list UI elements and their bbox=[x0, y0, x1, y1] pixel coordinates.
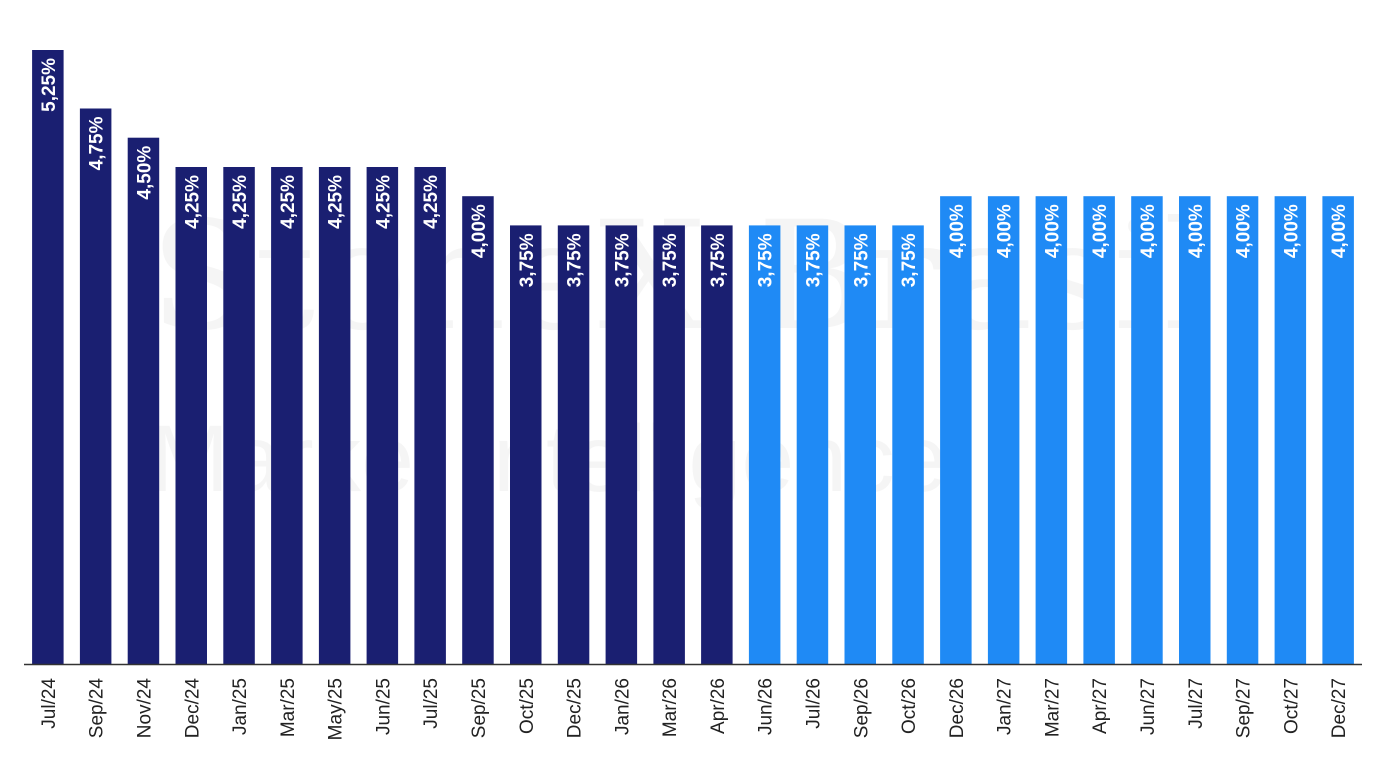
bar-oct-25 bbox=[510, 225, 542, 664]
bar-apr-27 bbox=[1083, 196, 1115, 664]
x-tick-label: Jul/27 bbox=[1186, 678, 1207, 729]
x-tick-label: Sep/27 bbox=[1234, 678, 1255, 738]
bar-may-25 bbox=[318, 167, 351, 664]
data-label: 4,00% bbox=[995, 204, 1016, 258]
x-tick-label: Jul/25 bbox=[421, 678, 442, 729]
bar-dec-27 bbox=[1322, 196, 1354, 664]
data-label: 3,75% bbox=[708, 233, 729, 287]
bar-jul-27 bbox=[1179, 196, 1211, 664]
bar-mar-26 bbox=[653, 225, 685, 664]
x-tick-label: Dec/24 bbox=[182, 678, 203, 739]
x-tick-label: Nov/24 bbox=[135, 678, 156, 739]
data-label: 4,75% bbox=[87, 116, 108, 170]
bar-mar-27 bbox=[1035, 196, 1068, 664]
x-tick-label: Jan/26 bbox=[612, 678, 633, 735]
bar-oct-26 bbox=[892, 225, 924, 664]
data-label: 4,00% bbox=[1186, 204, 1207, 258]
bar-sep-25 bbox=[462, 196, 494, 664]
data-label: 4,00% bbox=[1090, 204, 1111, 258]
bar-jun-27 bbox=[1131, 196, 1163, 664]
x-tick-label: Oct/26 bbox=[899, 678, 920, 734]
x-tick-label: Jan/27 bbox=[995, 678, 1016, 735]
data-label: 4,25% bbox=[326, 175, 347, 229]
bar-dec-25 bbox=[557, 225, 590, 664]
data-label: 3,75% bbox=[660, 233, 681, 287]
bar-mar-25 bbox=[271, 167, 303, 664]
bar-jul-24 bbox=[32, 50, 64, 664]
bar-jul-26 bbox=[796, 225, 829, 664]
bars-layer bbox=[32, 50, 1354, 664]
data-label: 4,00% bbox=[1138, 204, 1159, 258]
bar-oct-27 bbox=[1274, 196, 1307, 664]
bar-dec-26 bbox=[940, 196, 972, 664]
x-tick-label: Mar/25 bbox=[278, 678, 299, 737]
bar-nov-24 bbox=[127, 137, 160, 664]
data-label: 4,00% bbox=[1281, 204, 1302, 258]
x-tick-label: Sep/25 bbox=[469, 678, 490, 738]
x-tick-labels-layer: Jul/24 Sep/24 Nov/24 Dec/24 Jan/25 Mar/25 May/… bbox=[39, 678, 1350, 741]
data-label: 3,75% bbox=[517, 233, 538, 287]
data-label: 3,75% bbox=[851, 233, 872, 287]
x-tick-label: Mar/26 bbox=[660, 678, 681, 737]
bar-jul-25 bbox=[414, 167, 446, 664]
x-tick-label: Oct/27 bbox=[1281, 678, 1302, 734]
x-tick-label: Oct/25 bbox=[517, 678, 538, 734]
data-labels-layer: 5,25% 4,75% 4,50% 4,25% 4,25% 4,25% 4,25% 4,25%… bbox=[39, 58, 1350, 287]
x-tick-label: May/25 bbox=[326, 678, 347, 740]
x-tick-label: Jan/25 bbox=[230, 678, 251, 735]
bar-jan-25 bbox=[223, 167, 255, 664]
bar-sep-27 bbox=[1226, 196, 1259, 664]
x-tick-label: Sep/26 bbox=[851, 678, 872, 738]
x-tick-label: Jun/26 bbox=[756, 678, 777, 735]
bar-jun-26 bbox=[748, 225, 781, 664]
data-label: 4,00% bbox=[1329, 204, 1350, 258]
data-label: 3,75% bbox=[565, 233, 586, 287]
x-tick-label: Dec/25 bbox=[565, 678, 586, 738]
x-tick-label: Jun/25 bbox=[373, 678, 394, 735]
x-tick-label: Jul/24 bbox=[39, 678, 60, 729]
data-label: 4,00% bbox=[469, 204, 490, 258]
data-label: 4,50% bbox=[135, 146, 156, 200]
data-label: 4,00% bbox=[1042, 204, 1063, 258]
data-label: 3,75% bbox=[756, 233, 777, 287]
bar-sep-26 bbox=[844, 225, 876, 664]
x-tick-label: Dec/26 bbox=[947, 678, 968, 738]
bar-sep-24 bbox=[79, 108, 112, 664]
data-label: 4,00% bbox=[947, 204, 968, 258]
data-label: 5,25% bbox=[39, 58, 60, 112]
bar-jun-25 bbox=[366, 167, 399, 664]
bar-dec-24 bbox=[175, 167, 207, 664]
x-tick-label: Apr/27 bbox=[1090, 678, 1111, 734]
data-label: 4,25% bbox=[373, 175, 394, 229]
data-label: 4,25% bbox=[278, 175, 299, 229]
data-label: 3,75% bbox=[612, 233, 633, 287]
data-label: 4,25% bbox=[182, 175, 203, 229]
data-label: 3,75% bbox=[899, 233, 920, 287]
x-tick-label: Jun/27 bbox=[1138, 678, 1159, 735]
data-label: 4,25% bbox=[421, 175, 442, 229]
x-tick-label: Mar/27 bbox=[1042, 678, 1063, 737]
data-label: 4,25% bbox=[230, 175, 251, 229]
x-tick-label: Sep/24 bbox=[87, 678, 108, 739]
bar-apr-26 bbox=[701, 225, 733, 664]
x-tick-label: Jul/26 bbox=[804, 678, 825, 729]
bar-jan-27 bbox=[987, 196, 1020, 664]
data-label: 3,75% bbox=[804, 233, 825, 287]
x-tick-label: Apr/26 bbox=[708, 678, 729, 734]
bar-jan-26 bbox=[605, 225, 638, 664]
x-tick-label: Dec/27 bbox=[1329, 678, 1350, 738]
data-label: 4,00% bbox=[1234, 204, 1255, 258]
